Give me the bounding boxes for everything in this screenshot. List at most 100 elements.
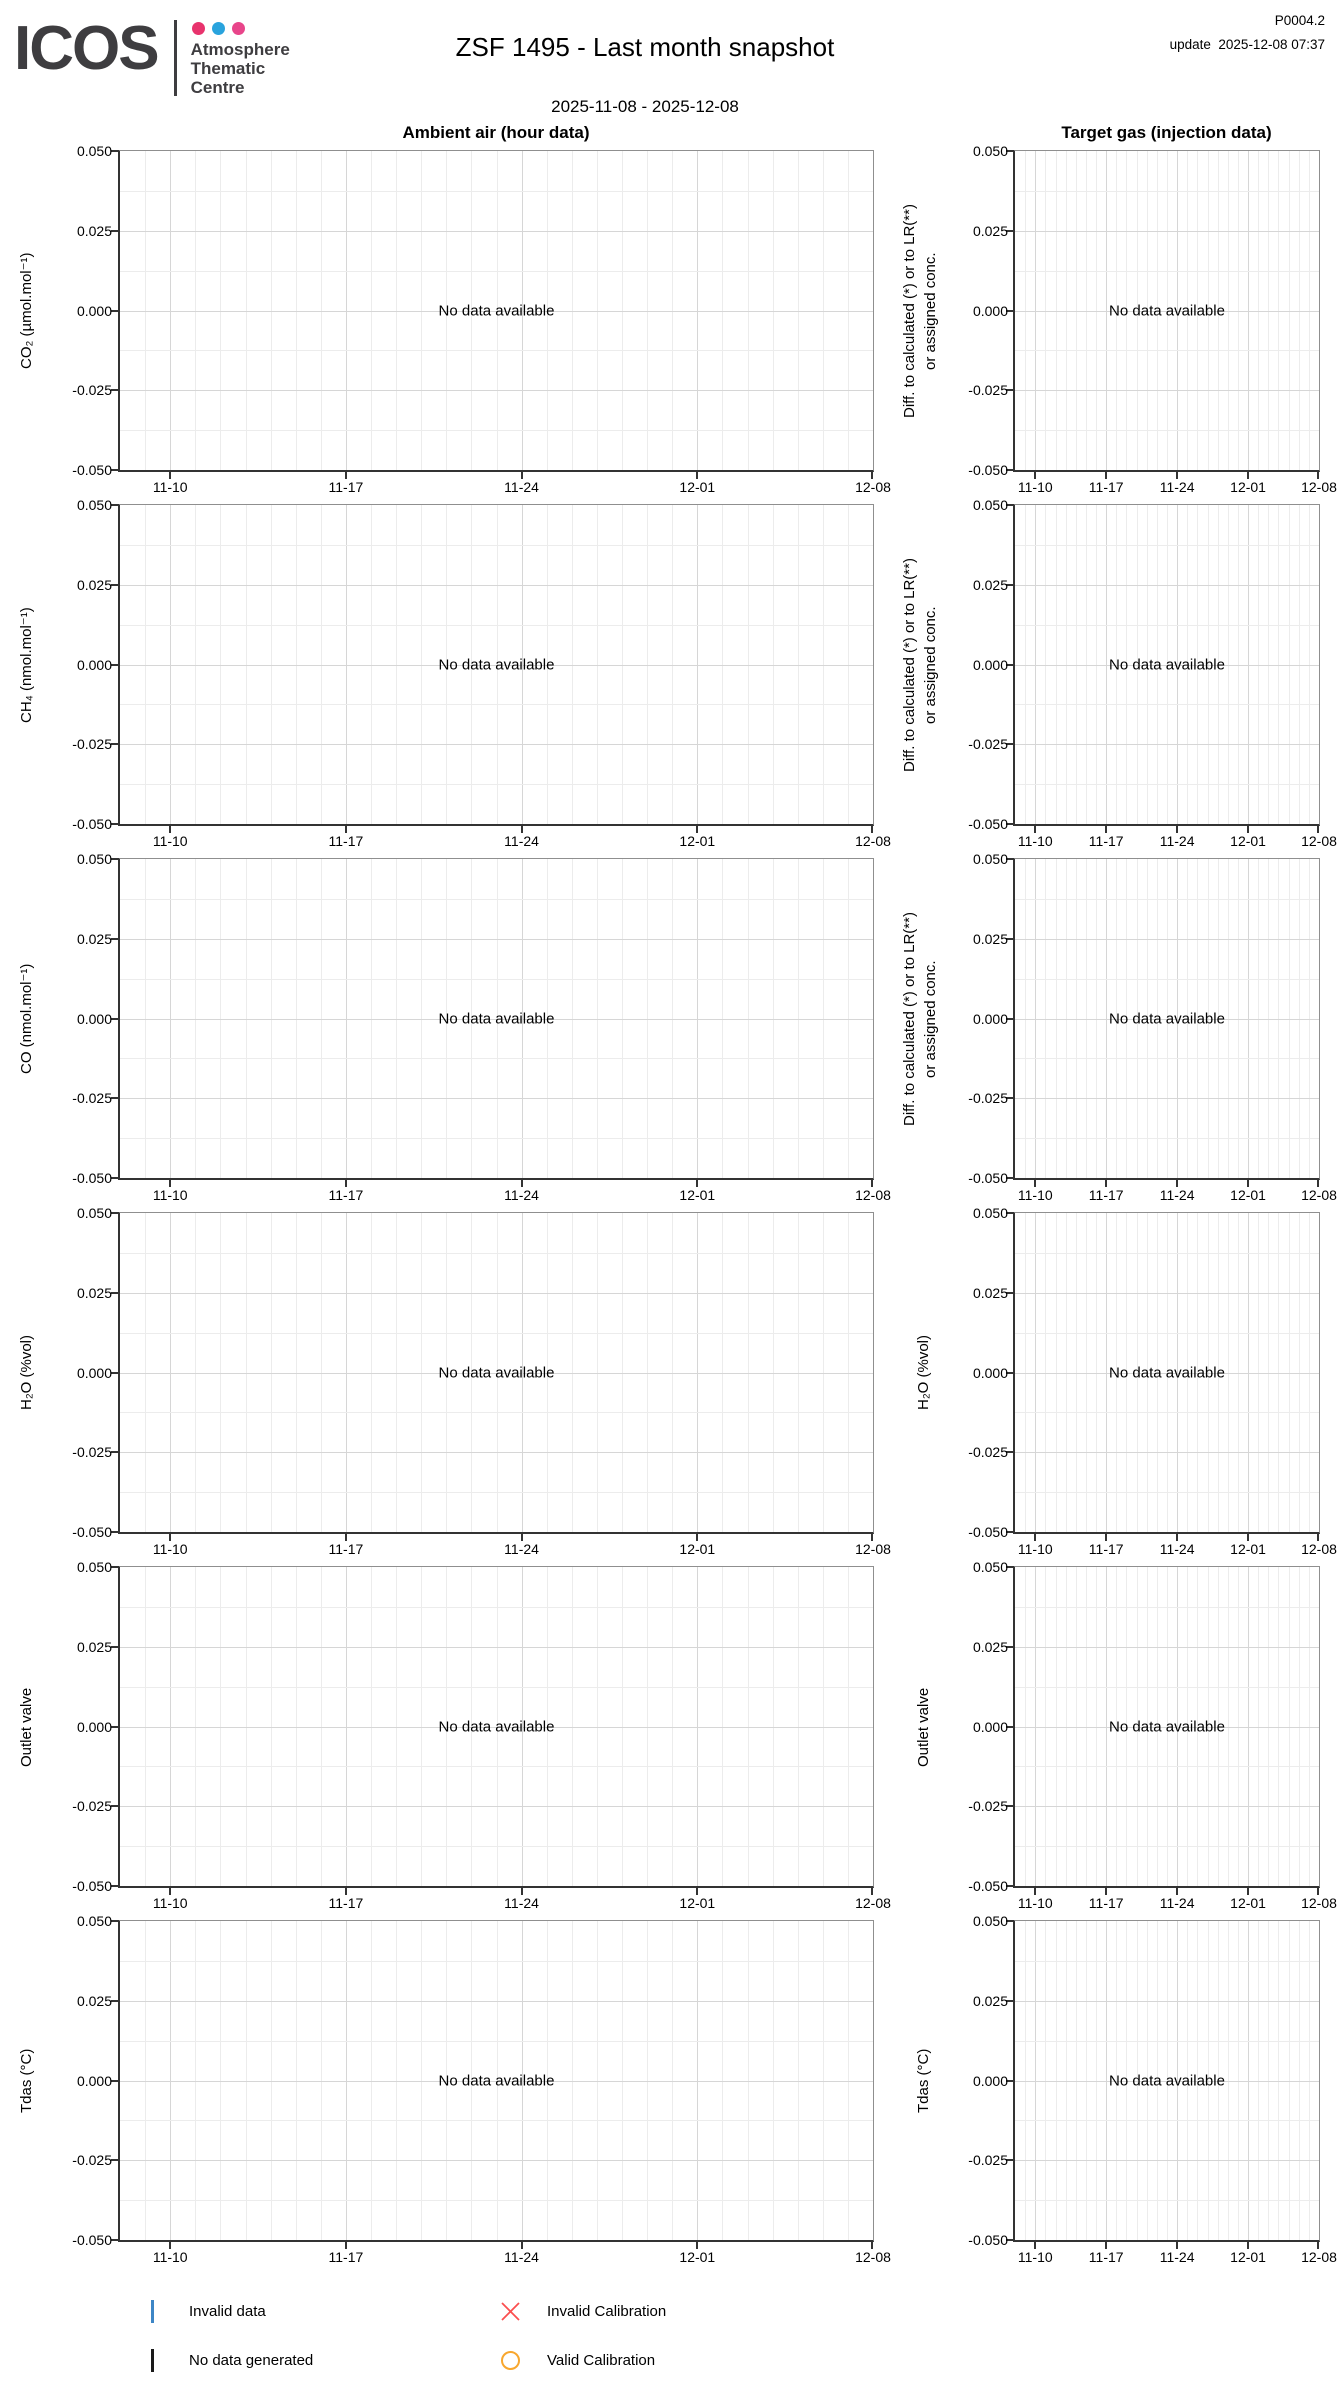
- gridline: [1015, 1372, 1319, 1374]
- gridline: [120, 430, 873, 432]
- y-tick-label: 0.050: [972, 851, 1008, 867]
- x-tick-label: 12-01: [679, 1187, 716, 1203]
- gridline: [120, 898, 873, 900]
- chart-row: Tdas (°C) 0.050 0.025 0.000 -0.025 -0.050 11-…: [0, 1913, 1340, 2265]
- gridline: [120, 1018, 873, 1020]
- gridline: [1015, 1138, 1319, 1140]
- y-axis-title-right: Diff. to calculated (*) or to LR(**) or a…: [901, 558, 939, 772]
- x-axis-tick: [344, 1179, 347, 1187]
- y-axis-tick: [111, 1177, 119, 1179]
- y-axis-tick: [111, 1645, 119, 1648]
- y-axis-tick: [111, 1920, 119, 1922]
- x-axis-tick: [871, 1887, 873, 1895]
- x-tick-label: 11-24: [1159, 833, 1195, 849]
- gridline: [1015, 1646, 1319, 1648]
- x-tick-label: 11-10: [1017, 1541, 1053, 1557]
- y-tick-label: 0.025: [76, 1284, 112, 1301]
- y-tick-label: 0.000: [76, 1010, 112, 1027]
- x-tick-label: 11-17: [1088, 1541, 1124, 1557]
- x-axis-tick: [169, 825, 172, 833]
- y-axis-tick: [111, 1566, 119, 1568]
- x-tick-label: 11-24: [504, 2249, 539, 2265]
- gridline: [120, 2120, 873, 2122]
- x-axis-tick: [1176, 471, 1179, 479]
- y-tick-label: -0.025: [968, 1798, 1008, 1815]
- y-axis-title-right: Tdas (°C): [915, 2048, 932, 2114]
- x-tick-label: 11-17: [328, 1541, 364, 1557]
- x-axis-tick: [1317, 471, 1319, 479]
- y-axis-tick: [1006, 150, 1014, 152]
- y-axis-tick: [1006, 1999, 1014, 2002]
- y-axis-tick: [1006, 823, 1014, 825]
- gridline: [120, 270, 873, 272]
- x-tick-label: 11-17: [1088, 1187, 1124, 1203]
- gridline: [120, 1846, 873, 1848]
- x-tick-label: 12-01: [679, 1895, 716, 1911]
- y-tick-label: -0.025: [968, 1444, 1008, 1461]
- logo-separator: [173, 20, 177, 96]
- y-axis-tick: [1006, 2239, 1014, 2241]
- y-axis-tick: [111, 1885, 119, 1887]
- gridline: [120, 704, 873, 706]
- y-tick-label: 0.050: [76, 1913, 112, 1929]
- gridline: [1015, 190, 1319, 192]
- logo-dot-icon: [191, 22, 205, 35]
- x-tick-label: 11-17: [1088, 479, 1124, 495]
- gridline: [120, 1292, 873, 1294]
- y-axis-tick: [1006, 1291, 1014, 1294]
- y-axis-tick: [1006, 309, 1014, 312]
- x-tick-label: 12-01: [1230, 1895, 1266, 1911]
- x-tick-label: 11-10: [152, 479, 188, 495]
- y-axis-tick: [1006, 2079, 1014, 2082]
- gridline: [120, 1098, 873, 1100]
- y-axis-tick: [1006, 1212, 1014, 1214]
- gridline: [1015, 1806, 1319, 1808]
- x-axis-tick: [871, 1179, 873, 1187]
- legend-item: Valid Calibration: [498, 2345, 655, 2375]
- y-tick-label: 0.025: [972, 930, 1008, 947]
- x-tick-label: 11-10: [152, 2249, 188, 2265]
- x-tick-label: 11-17: [328, 833, 364, 849]
- x-axis-tick: [871, 1533, 873, 1541]
- x-tick-label: 11-10: [1017, 2249, 1053, 2265]
- x-axis-tick: [1034, 1887, 1037, 1895]
- gridline: [120, 310, 873, 312]
- y-axis-tick: [1006, 1805, 1014, 1808]
- x-axis-tick: [1176, 1533, 1179, 1541]
- x-axis-tick: [344, 471, 347, 479]
- y-axis-tick: [1006, 1371, 1014, 1374]
- plot-panel-ambient: 0.050 0.025 0.000 -0.025 -0.050 11-10 11-17 11-…: [72, 1559, 891, 1911]
- y-axis-tick: [111, 309, 119, 312]
- x-axis-tick: [1105, 1887, 1108, 1895]
- y-axis-tick: [111, 583, 119, 586]
- y-axis-title-left: Outlet valve: [18, 1687, 35, 1767]
- y-tick-label: 0.000: [972, 1364, 1008, 1381]
- gridline: [1015, 230, 1319, 232]
- y-tick-label: 0.025: [76, 930, 112, 947]
- gridline: [120, 744, 873, 746]
- gridline: [120, 544, 873, 546]
- gridline: [120, 978, 873, 980]
- plot-panel-ambient: 0.050 0.025 0.000 -0.025 -0.050 11-10 11-17 11-…: [72, 1913, 891, 2265]
- gridline: [1015, 624, 1319, 626]
- x-tick-label: 11-24: [504, 1541, 539, 1557]
- gridline: [1015, 310, 1319, 312]
- logo-dot-icon: [231, 22, 245, 35]
- gridline: [120, 2040, 873, 2042]
- y-axis-tick: [1006, 504, 1014, 506]
- x-axis-tick: [169, 1887, 172, 1895]
- update-line: update 2025-12-08 07:37: [1170, 37, 1325, 52]
- no-data-message: No data available: [438, 1718, 555, 1735]
- y-axis-title-left: CO (nmol.mol⁻¹): [18, 963, 35, 1075]
- y-tick-label: -0.050: [72, 816, 112, 832]
- y-tick-label: -0.025: [72, 382, 112, 399]
- x-axis-tick: [344, 2241, 347, 2249]
- x-tick-label: 11-24: [504, 833, 539, 849]
- x-tick-label: 11-10: [152, 1187, 188, 1203]
- legend-label: Invalid data: [189, 2302, 266, 2320]
- y-axis-tick: [1006, 1017, 1014, 1020]
- gridline: [120, 2160, 873, 2162]
- x-axis-tick: [1247, 825, 1250, 833]
- gridline: [120, 938, 873, 940]
- plot-panel-ambient: 0.050 0.025 0.000 -0.025 -0.050 11-10 11-17 11-…: [72, 143, 891, 495]
